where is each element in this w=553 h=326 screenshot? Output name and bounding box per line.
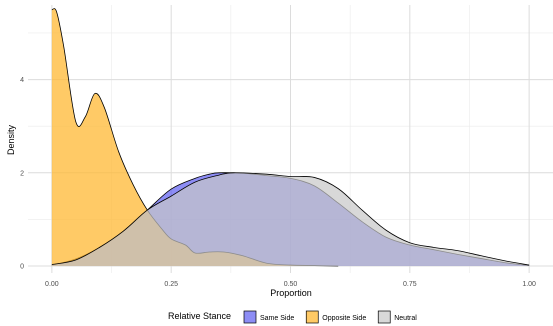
- y-tick-label: 0: [20, 264, 24, 271]
- x-tick-label: 0.00: [45, 281, 59, 288]
- legend-label-neutral: Neutral: [394, 315, 417, 322]
- y-tick-label: 2: [20, 170, 24, 177]
- y-axis-ticks: 0 2 4: [20, 77, 24, 270]
- legend-label-same-side: Same Side: [260, 315, 294, 322]
- legend-key-same-side: [243, 310, 257, 324]
- density-line-neutral: [51, 172, 530, 266]
- legend-key-neutral: [377, 310, 391, 324]
- x-tick-label: 0.75: [403, 281, 417, 288]
- y-axis-title: Density: [6, 124, 16, 155]
- y-tick-label: 4: [20, 77, 24, 84]
- legend: Relative Stance Same Side Opposite Side Ne…: [168, 310, 417, 324]
- legend-label-opposite-side: Opposite Side: [322, 315, 366, 322]
- x-tick-label: 1.00: [522, 281, 536, 288]
- x-tick-label: 0.25: [164, 281, 178, 288]
- x-axis-ticks: 0.00 0.25 0.50 0.75 1.00: [45, 281, 536, 288]
- x-tick-label: 0.50: [284, 281, 298, 288]
- legend-title: Relative Stance: [168, 311, 231, 321]
- density-areas: [51, 8, 530, 267]
- density-area-opposite-side: [51, 8, 339, 267]
- legend-key-opposite-side: [305, 310, 319, 324]
- x-axis-title: Proportion: [270, 288, 312, 298]
